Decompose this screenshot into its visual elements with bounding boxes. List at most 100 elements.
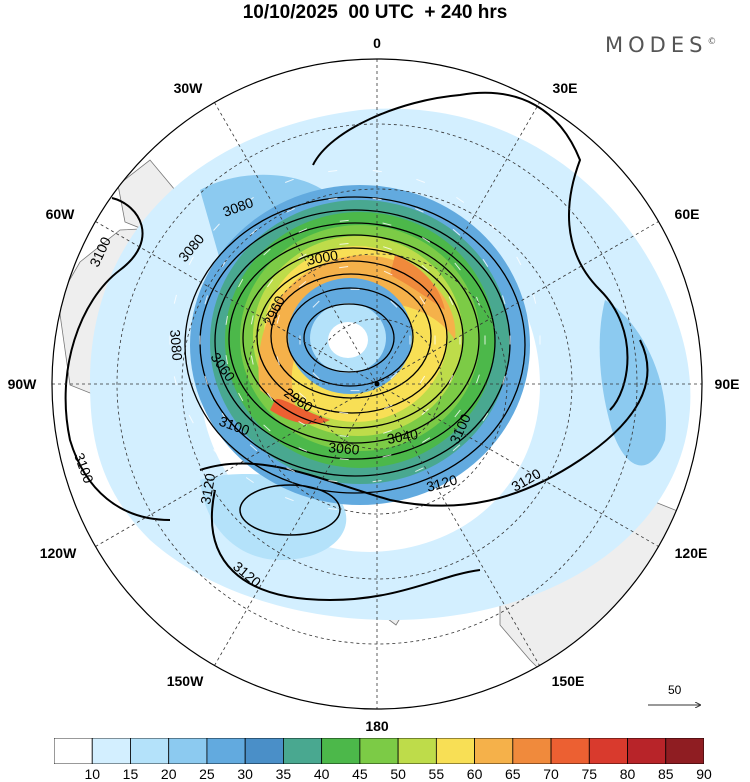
wind-vector bbox=[482, 413, 489, 422]
colorbar-tick-label: 85 bbox=[657, 766, 674, 782]
wind-vector bbox=[298, 447, 308, 452]
lon-label-90e: 90E bbox=[714, 376, 740, 392]
wind-vector bbox=[238, 278, 244, 288]
wind-vector bbox=[533, 294, 537, 304]
colorbar-swatch bbox=[397, 738, 437, 764]
contour-label: 3080 bbox=[167, 329, 186, 362]
wind-vector bbox=[245, 477, 254, 484]
map-disk bbox=[52, 59, 702, 709]
colorbar-swatch bbox=[359, 738, 399, 764]
colorbar-swatch bbox=[435, 738, 475, 764]
lon-label-120e: 120E bbox=[674, 545, 708, 561]
wind-vector bbox=[454, 409, 461, 418]
wind-vector bbox=[250, 355, 254, 365]
wind-vector bbox=[383, 404, 393, 410]
colorbar-tick-label: 20 bbox=[160, 766, 177, 782]
wind-vector bbox=[372, 170, 382, 173]
colorbar-swatch bbox=[474, 738, 514, 764]
colorbar-swatch bbox=[588, 738, 628, 764]
wind-vector bbox=[339, 458, 349, 461]
wind-vector bbox=[249, 444, 258, 452]
wind-vector bbox=[263, 248, 271, 256]
colorbar-swatch bbox=[91, 738, 131, 764]
wind-vector bbox=[415, 467, 424, 473]
contour-label: 3060 bbox=[328, 439, 361, 458]
wind-vector bbox=[448, 296, 454, 306]
wind-vector bbox=[454, 262, 461, 271]
colorbar-tick-label: 90 bbox=[696, 766, 712, 782]
wind-vector bbox=[415, 207, 424, 213]
colorbar-swatch bbox=[54, 738, 93, 764]
colorbar bbox=[54, 738, 704, 764]
wind-vector bbox=[286, 207, 295, 213]
colorbar-swatch bbox=[550, 738, 590, 764]
wind-vector bbox=[250, 315, 254, 325]
wind-vector bbox=[188, 414, 194, 424]
lon-label-30e: 30E bbox=[552, 80, 578, 96]
wind-vector bbox=[452, 228, 461, 236]
colorbar-tick-label: 50 bbox=[390, 766, 406, 782]
lon-label-30w: 30W bbox=[173, 80, 203, 96]
contour-label: 3100 bbox=[71, 451, 97, 486]
wind-vector bbox=[266, 279, 274, 288]
wind-vector bbox=[173, 376, 177, 386]
wind-vector bbox=[390, 372, 398, 380]
wind-vector bbox=[476, 296, 480, 306]
wind-vector bbox=[456, 196, 465, 203]
wind-vector bbox=[382, 454, 392, 458]
lon-label-120w: 120W bbox=[39, 545, 77, 561]
wind-vector bbox=[502, 295, 506, 305]
wind-vector bbox=[266, 392, 274, 401]
wind-vector bbox=[452, 444, 461, 452]
wind-vector bbox=[204, 295, 208, 305]
wind-vector bbox=[516, 256, 522, 266]
wind-vector bbox=[213, 223, 220, 231]
wind-vectors bbox=[169, 170, 541, 510]
wind-vector bbox=[285, 497, 294, 502]
colorbar-swatch bbox=[130, 738, 170, 764]
colorbar-swatch bbox=[168, 738, 208, 764]
brand-logo: MODES© bbox=[605, 33, 716, 57]
contour-2960 bbox=[270, 273, 432, 399]
wind-speed-shading bbox=[90, 108, 691, 621]
contour-2980 bbox=[256, 260, 448, 414]
contour-label: 3120 bbox=[197, 472, 218, 506]
colorbar-tick-label: 10 bbox=[84, 766, 101, 782]
colorbar-swatch bbox=[206, 738, 246, 764]
wind-vector bbox=[372, 507, 382, 510]
colorbar-tick-label: 35 bbox=[275, 766, 292, 782]
contour-2920 bbox=[303, 303, 395, 373]
wind-vector bbox=[339, 266, 349, 269]
wind-vector bbox=[328, 170, 338, 173]
wind-vector bbox=[339, 411, 349, 414]
wind-vector bbox=[225, 355, 228, 365]
wind-vector bbox=[276, 314, 280, 324]
wind-vector bbox=[249, 228, 258, 236]
wind-vector bbox=[263, 424, 271, 432]
north-pole-marker bbox=[374, 381, 380, 387]
colorbar-tick-label: 75 bbox=[581, 766, 598, 782]
contour-3120 bbox=[199, 339, 649, 507]
latitude-circle bbox=[181, 188, 573, 580]
colorbar-tick-label: 40 bbox=[313, 766, 330, 782]
wind-vector bbox=[276, 356, 280, 366]
wind-vector bbox=[312, 300, 320, 308]
wind-vector bbox=[328, 197, 338, 200]
wind-vector bbox=[173, 294, 177, 304]
wind-vector bbox=[383, 270, 393, 276]
wind-vector bbox=[225, 315, 228, 325]
wind-vector bbox=[382, 222, 392, 226]
wind-vector bbox=[298, 228, 308, 233]
wind-vector bbox=[204, 375, 208, 385]
lon-label-0: 0 bbox=[373, 35, 381, 51]
wind-vector bbox=[238, 392, 244, 402]
wind-vector bbox=[502, 375, 506, 385]
contour-3120-south bbox=[210, 489, 481, 602]
wind-vector bbox=[298, 392, 307, 399]
wind-vector bbox=[516, 414, 522, 424]
colorbar-swatch bbox=[512, 738, 552, 764]
contour-label: 3120 bbox=[425, 471, 459, 495]
wind-vector bbox=[422, 236, 431, 243]
contour-3100-main bbox=[312, 91, 629, 411]
